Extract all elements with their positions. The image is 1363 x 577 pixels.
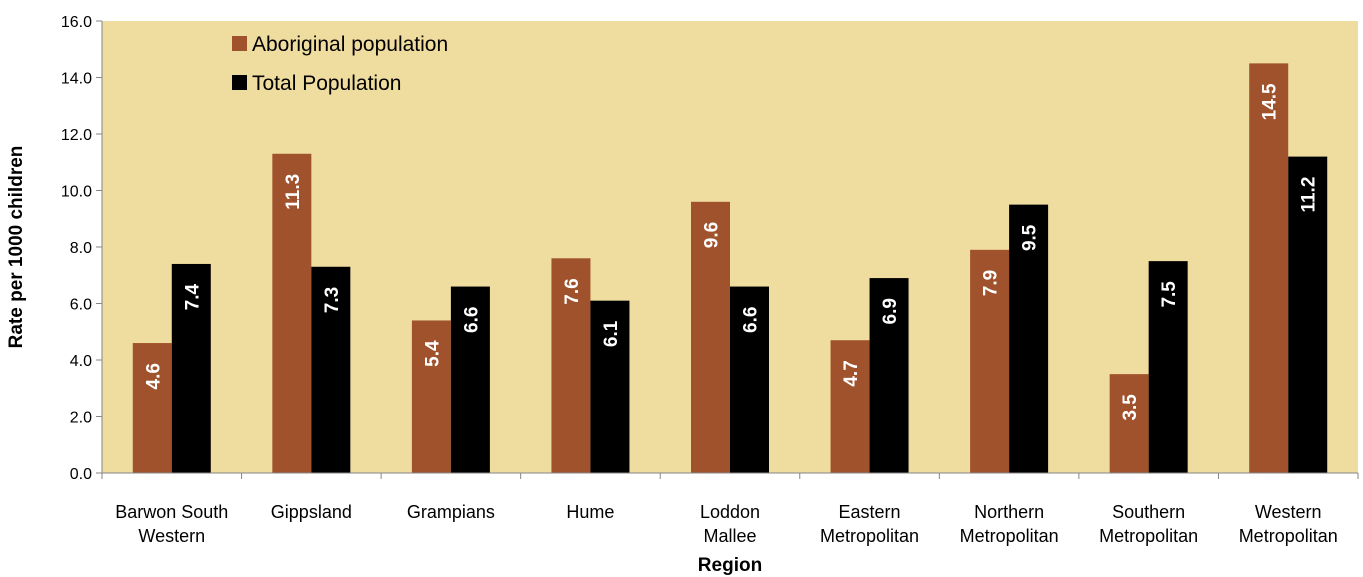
category-label: Metropolitan: [820, 526, 919, 546]
y-tick-label: 14.0: [61, 71, 92, 88]
bar-total-population: [171, 263, 211, 473]
category-label: Metropolitan: [1239, 526, 1338, 546]
category-label: Southern: [1112, 502, 1185, 522]
category-label: Hume: [566, 502, 614, 522]
x-axis-ticks: [101, 473, 1359, 479]
bar-total-population: [1288, 156, 1328, 473]
bar-aboriginal-population: [1109, 374, 1149, 473]
category-label: Barwon South: [115, 502, 228, 522]
data-label: 4.7: [841, 360, 862, 386]
bar-aboriginal-population: [691, 201, 730, 474]
category-label: Grampians: [407, 502, 495, 522]
category-label: Metropolitan: [1099, 526, 1198, 546]
y-tick-label: 10.0: [61, 184, 92, 201]
data-label: 3.5: [1120, 394, 1141, 421]
legend-swatch-total: [232, 75, 247, 90]
bar-aboriginal-population: [1249, 63, 1289, 473]
data-label: 7.9: [981, 270, 1002, 296]
y-tick-label: 6.0: [70, 297, 92, 314]
data-label: 5.4: [422, 340, 443, 367]
data-label: 11.3: [283, 174, 304, 210]
bar-total-population: [1148, 261, 1188, 473]
data-label: 7.6: [562, 278, 583, 304]
bar-total-population: [730, 286, 769, 473]
category-label: Metropolitan: [960, 526, 1059, 546]
category-label: Northern: [974, 502, 1044, 522]
data-label: 6.1: [601, 320, 622, 347]
data-label: 9.6: [702, 222, 723, 248]
y-axis-ticks: 0.0 2.0 4.0 6.0 8.0 10.0 12.0 14.0 16.0: [61, 14, 102, 483]
bar-aboriginal-population: [970, 249, 1010, 473]
bar-total-population: [450, 286, 490, 473]
data-labels-layer: 4.6 7.4 11.3 7.3 5.4 6.6 7.6 6.1 9.6 6.6 4.7 6.9 7.9…: [143, 83, 1319, 421]
category-label: Eastern: [839, 502, 901, 522]
data-label: 6.6: [741, 307, 762, 333]
bar-aboriginal-population: [132, 343, 172, 473]
x-axis-category-labels: Barwon South Western Gippsland Grampians Hum…: [115, 502, 1338, 546]
data-label: 6.6: [461, 307, 482, 333]
y-tick-label: 16.0: [61, 14, 92, 31]
data-label: 11.2: [1299, 177, 1320, 213]
x-axis-title: Region: [698, 555, 762, 576]
bars-layer: [132, 63, 1328, 474]
bar-total-population: [590, 300, 630, 473]
data-label: 7.4: [182, 284, 203, 311]
bar-total-population: [869, 278, 909, 473]
bar-aboriginal-population: [272, 153, 312, 473]
data-label: 14.5: [1260, 83, 1281, 120]
data-label: 7.3: [322, 287, 343, 313]
bar-aboriginal-population: [830, 340, 870, 473]
y-tick-label: 8.0: [70, 240, 92, 257]
category-label: Western: [138, 526, 205, 546]
legend-label-aboriginal: Aboriginal population: [252, 33, 448, 56]
y-tick-label: 2.0: [70, 410, 92, 427]
category-label: Mallee: [703, 526, 756, 546]
bar-aboriginal-population: [551, 258, 591, 473]
bar-aboriginal-population: [411, 320, 451, 473]
data-label: 4.6: [143, 363, 164, 389]
legend-swatch-aboriginal: [232, 36, 247, 51]
y-tick-label: 4.0: [70, 353, 92, 370]
data-label: 9.5: [1020, 224, 1041, 251]
category-label: Loddon: [700, 502, 760, 522]
legend-label-total: Total Population: [252, 72, 401, 95]
y-tick-label: 12.0: [61, 127, 92, 144]
legend: Aboriginal population Total Population: [232, 33, 448, 95]
bar-total-population: [311, 266, 351, 473]
y-axis-title: Rate per 1000 children: [6, 146, 27, 349]
category-label: Western: [1255, 502, 1322, 522]
y-tick-label: 0.0: [70, 466, 92, 483]
data-label: 7.5: [1159, 281, 1180, 308]
category-label: Gippsland: [271, 502, 352, 522]
data-label: 6.9: [880, 298, 901, 324]
bar-total-population: [1009, 204, 1049, 473]
